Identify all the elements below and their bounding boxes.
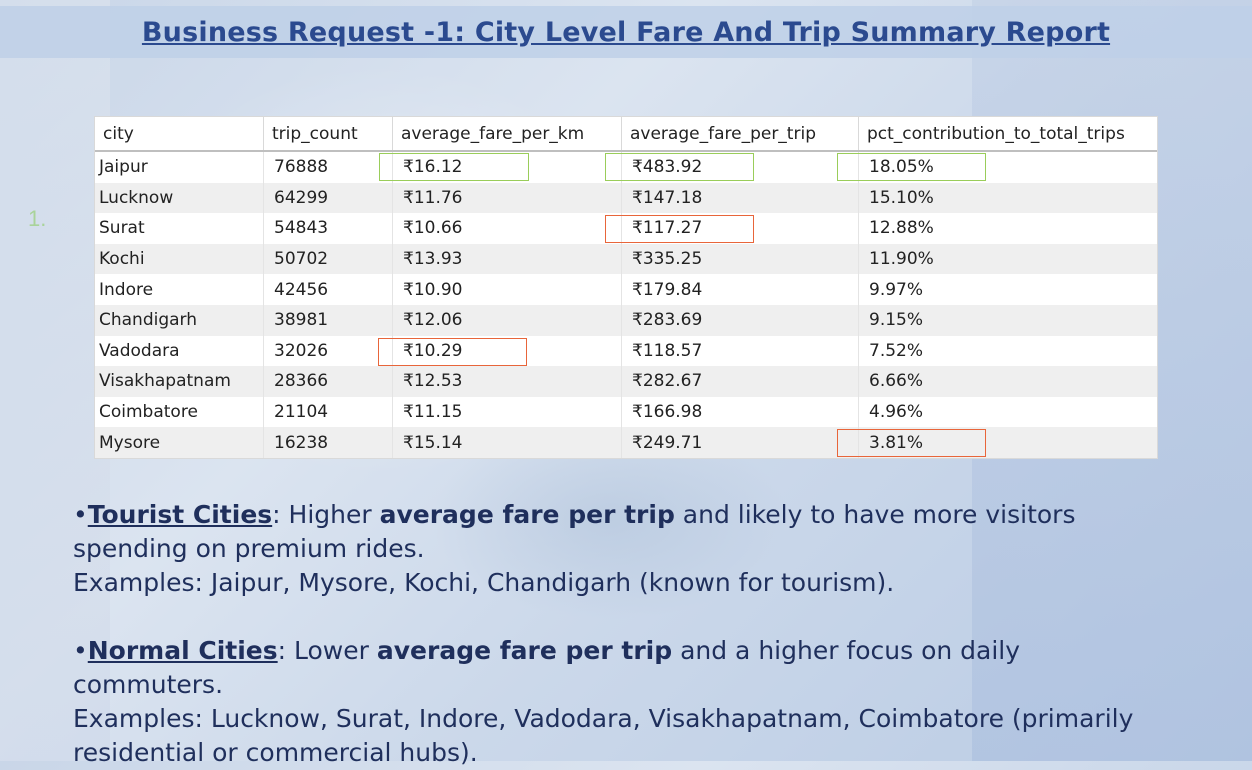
bullet: • — [73, 636, 88, 665]
cell-city[interactable]: Surat — [95, 213, 264, 244]
cell-pct-contribution[interactable]: 7.52% — [869, 340, 924, 361]
table-row[interactable]: Visakhapatnam 28366 ₹12.53 ₹282.67 6.66% — [95, 366, 1157, 397]
table-row[interactable]: Lucknow 64299 ₹11.76 ₹147.18 15.10% — [95, 182, 1157, 214]
cell-avg-fare-per-km[interactable]: ₹10.90 — [392, 274, 622, 305]
tourist-cities-note: •Tourist Cities: Higher average fare per… — [73, 498, 1173, 566]
results-grid: city trip_count average_fare_per_km aver… — [94, 116, 1158, 459]
normal-cities-label: Normal Cities — [87, 636, 278, 665]
note-text: and a higher focus on daily commuters. — [73, 636, 1021, 699]
slide-number: 1. — [28, 206, 47, 231]
cell-city[interactable]: Jaipur — [95, 151, 264, 183]
cell-avg-fare-per-km[interactable]: ₹10.29 — [392, 335, 622, 367]
results-table: city trip_count average_fare_per_km aver… — [95, 117, 1157, 458]
cell-avg-fare-per-trip[interactable]: ₹179.84 — [621, 274, 859, 305]
cell-trip-count[interactable]: 16238 — [263, 427, 393, 458]
tourist-cities-label: Tourist Cities — [87, 500, 273, 529]
cell-city[interactable]: Chandigarh — [95, 304, 264, 336]
cell-avg-fare-per-km[interactable]: ₹11.76 — [392, 182, 622, 214]
cell-avg-fare-per-trip[interactable]: ₹249.71 — [621, 427, 859, 458]
column-header-avg-fare-per-trip[interactable]: average_fare_per_trip — [621, 117, 859, 152]
cell-avg-fare-per-km[interactable]: ₹12.53 — [392, 366, 622, 397]
note-emphasis: average fare per trip — [379, 500, 675, 529]
column-header-city[interactable]: city — [95, 117, 264, 152]
cell-city[interactable]: Lucknow — [95, 182, 264, 214]
table-header-row: city trip_count average_fare_per_km aver… — [95, 117, 1157, 152]
cell-avg-fare-per-trip[interactable]: ₹282.67 — [621, 366, 859, 397]
normal-cities-examples: Examples: Lucknow, Surat, Indore, Vadoda… — [73, 704, 1134, 767]
cell-avg-fare-per-trip[interactable]: ₹166.98 — [621, 396, 859, 428]
note-emphasis: average fare per trip — [376, 636, 673, 665]
cell-avg-fare-per-trip[interactable]: ₹117.27 — [621, 213, 859, 244]
cell-city[interactable]: Mysore — [95, 427, 264, 458]
table-row[interactable]: Jaipur 76888 ₹16.12 ₹483.92 18.05% — [95, 151, 1157, 183]
cell-avg-fare-per-trip[interactable]: ₹335.25 — [621, 243, 859, 275]
cell-pct-contribution[interactable]: 18.05% — [869, 157, 934, 178]
cell-trip-count[interactable]: 64299 — [263, 182, 393, 214]
cell-pct-contribution[interactable]: 6.66% — [858, 366, 1157, 397]
table-row[interactable]: Indore 42456 ₹10.90 ₹179.84 9.97% — [95, 274, 1157, 305]
cell-avg-fare-per-km[interactable]: ₹10.66 — [392, 213, 622, 244]
table-body: Jaipur 76888 ₹16.12 ₹483.92 18.05% Lucknow 642… — [95, 151, 1157, 458]
cell-trip-count[interactable]: 54843 — [263, 213, 393, 244]
cell-pct-contribution[interactable]: 15.10% — [858, 182, 1157, 214]
cell-city[interactable]: Kochi — [95, 243, 264, 275]
cell-pct-contribution[interactable]: 4.96% — [869, 402, 924, 423]
cell-avg-fare-per-trip[interactable]: ₹118.57 — [621, 335, 859, 367]
note-text: and likely to have more visitors spendin… — [73, 500, 1076, 563]
cell-trip-count[interactable]: 42456 — [263, 274, 393, 305]
cell-pct-contribution[interactable]: 12.88% — [869, 218, 934, 239]
cell-avg-fare-per-km[interactable]: ₹11.15 — [392, 396, 622, 428]
notes-section: •Tourist Cities: Higher average fare per… — [73, 498, 1173, 770]
table-row[interactable]: Mysore 16238 ₹15.14 ₹249.71 3.81% — [95, 427, 1157, 458]
title-bar: Business Request -1: City Level Fare And… — [0, 6, 1252, 58]
cell-pct-contribution[interactable]: 9.97% — [869, 279, 924, 300]
cell-avg-fare-per-km[interactable]: ₹16.12 — [392, 151, 622, 183]
cell-pct-contribution[interactable]: 9.15% — [858, 304, 1157, 336]
cell-avg-fare-per-trip[interactable]: ₹283.69 — [621, 304, 859, 336]
table-row[interactable]: Kochi 50702 ₹13.93 ₹335.25 11.90% — [95, 243, 1157, 275]
column-header-trip-count[interactable]: trip_count — [263, 117, 393, 152]
cell-city[interactable]: Coimbatore — [95, 396, 264, 428]
cell-avg-fare-per-trip[interactable]: ₹147.18 — [621, 182, 859, 214]
note-text: : Lower — [277, 636, 377, 665]
cell-trip-count[interactable]: 21104 — [263, 396, 393, 428]
cell-avg-fare-per-km[interactable]: ₹15.14 — [392, 427, 622, 458]
cell-trip-count[interactable]: 38981 — [263, 304, 393, 336]
table-row[interactable]: Chandigarh 38981 ₹12.06 ₹283.69 9.15% — [95, 304, 1157, 336]
cell-city[interactable]: Visakhapatnam — [95, 366, 264, 397]
note-text: : Higher — [272, 500, 380, 529]
cell-pct-contribution[interactable]: 11.90% — [858, 243, 1157, 275]
normal-cities-note: •Normal Cities: Lower average fare per t… — [73, 634, 1173, 702]
cell-city[interactable]: Vadodara — [95, 335, 264, 367]
table-row[interactable]: Vadodara 32026 ₹10.29 ₹118.57 7.52% — [95, 335, 1157, 367]
cell-avg-fare-per-km[interactable]: ₹12.06 — [392, 304, 622, 336]
cell-trip-count[interactable]: 32026 — [263, 335, 393, 367]
page-title: Business Request -1: City Level Fare And… — [141, 16, 1111, 48]
table-row[interactable]: Coimbatore 21104 ₹11.15 ₹166.98 4.96% — [95, 396, 1157, 428]
column-header-avg-fare-per-km[interactable]: average_fare_per_km — [392, 117, 622, 152]
cell-avg-fare-per-km[interactable]: ₹13.93 — [392, 243, 622, 275]
bullet: • — [73, 500, 88, 529]
cell-trip-count[interactable]: 28366 — [263, 366, 393, 397]
cell-avg-fare-per-trip[interactable]: ₹483.92 — [621, 151, 859, 183]
cell-trip-count[interactable]: 50702 — [263, 243, 393, 275]
tourist-cities-examples: Examples: Jaipur, Mysore, Kochi, Chandig… — [73, 568, 895, 597]
table-row[interactable]: Surat 54843 ₹10.66 ₹117.27 12.88% — [95, 213, 1157, 244]
column-header-pct-contribution[interactable]: pct_contribution_to_total_trips — [858, 117, 1157, 152]
cell-city[interactable]: Indore — [95, 274, 264, 305]
cell-pct-contribution[interactable]: 3.81% — [858, 427, 1157, 458]
cell-trip-count[interactable]: 76888 — [263, 151, 393, 183]
